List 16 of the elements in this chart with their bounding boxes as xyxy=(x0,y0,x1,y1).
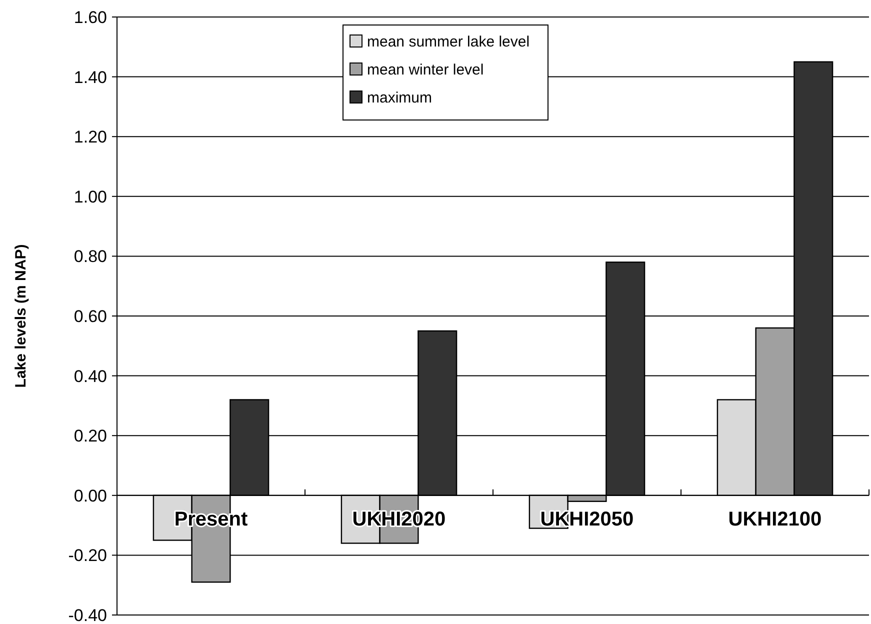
y-tick-label: 0.80 xyxy=(74,247,107,266)
y-tick-label: 1.60 xyxy=(74,8,107,27)
legend-label: maximum xyxy=(367,89,432,106)
y-tick-label: -0.20 xyxy=(68,546,107,566)
y-tick-label: 1.00 xyxy=(74,187,107,206)
y-tick-label: 0.20 xyxy=(74,426,107,446)
legend-label: mean winter level xyxy=(367,61,484,78)
y-tick-label: -0.40 xyxy=(68,606,107,624)
y-tick-label: 1.20 xyxy=(74,128,107,147)
y-tick-label: 1.40 xyxy=(74,68,107,87)
y-tick-label: 0.00 xyxy=(74,486,107,506)
y-tick-label: 0.40 xyxy=(74,366,107,386)
y-axis-title: Lake levels (m NAP) xyxy=(12,244,30,388)
legend-label: mean summer lake level xyxy=(367,33,530,50)
x-tick-label: UKHI2100 xyxy=(728,508,822,530)
y-tick-label: 0.60 xyxy=(74,306,107,326)
